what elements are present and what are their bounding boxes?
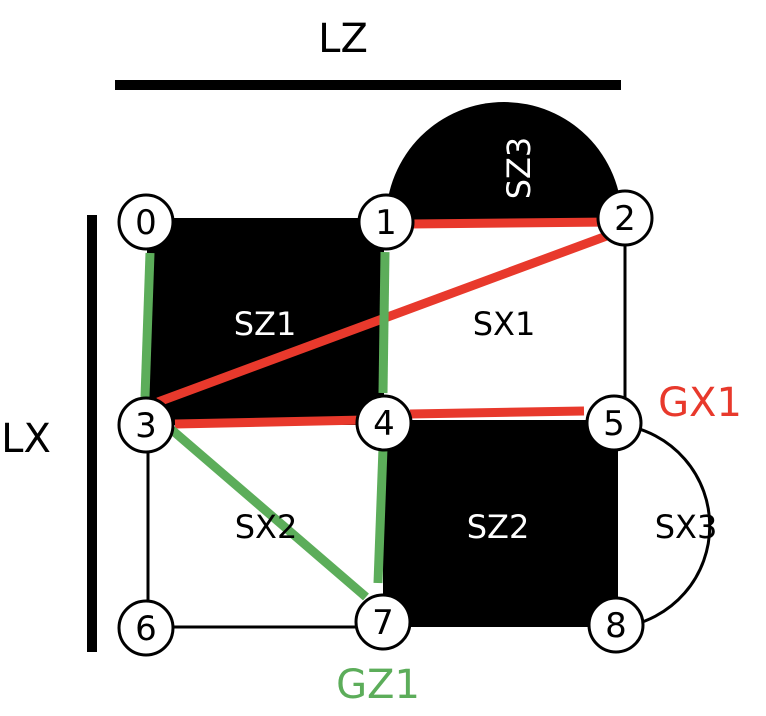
sz3-label: SZ3 xyxy=(500,137,538,200)
node-1: 1 xyxy=(357,193,415,251)
node-label: 5 xyxy=(603,404,625,444)
gx1-label: GX1 xyxy=(658,380,742,426)
node-2: 2 xyxy=(596,189,654,247)
node-label: 4 xyxy=(373,404,395,444)
node-5: 5 xyxy=(585,394,643,452)
sx3-label: SX3 xyxy=(655,508,718,546)
node-7: 7 xyxy=(354,593,412,651)
sz3-face xyxy=(386,102,622,220)
gz1-label: GZ1 xyxy=(336,662,420,708)
node-0: 0 xyxy=(117,193,175,251)
sx1-label: SX1 xyxy=(473,305,536,343)
sz1-label: SZ1 xyxy=(234,305,297,343)
lz-label: LZ xyxy=(318,16,368,62)
gz-edge-4-7 xyxy=(373,447,388,584)
gx-edge-1-2 xyxy=(409,217,613,229)
node-8: 8 xyxy=(587,596,645,654)
node-label: 2 xyxy=(614,199,636,239)
node-label: 0 xyxy=(135,203,157,243)
node-6: 6 xyxy=(117,599,175,657)
node-3: 3 xyxy=(117,396,175,454)
sz2-face xyxy=(383,420,618,627)
gx-edge-4-5 xyxy=(409,406,585,419)
node-label: 6 xyxy=(135,609,157,649)
node-label: 1 xyxy=(375,203,397,243)
gz-edge-1-4 xyxy=(378,251,390,394)
sz2-label: SZ2 xyxy=(467,508,530,546)
node-label: 8 xyxy=(605,606,627,646)
gz-edge-3-7 xyxy=(169,426,369,601)
lx-label: LX xyxy=(1,416,51,462)
node-4: 4 xyxy=(355,394,413,452)
gz-edge-0-3 xyxy=(140,252,155,398)
node-label: 7 xyxy=(372,603,394,643)
gx-edge-3-4 xyxy=(174,415,366,429)
sx2-label: SX2 xyxy=(235,508,298,546)
sx3-arc xyxy=(621,423,712,629)
node-label: 3 xyxy=(135,406,157,446)
